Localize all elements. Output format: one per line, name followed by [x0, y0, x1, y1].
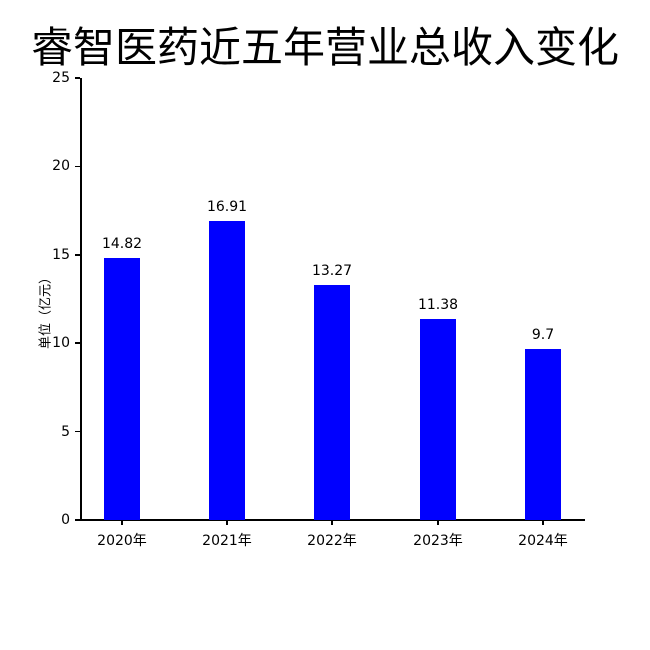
bar-value-label: 16.91 [206, 199, 248, 216]
bar-2024年 [525, 348, 561, 520]
y-tick [75, 430, 80, 433]
x-tick [542, 520, 544, 525]
x-tick [121, 520, 123, 525]
bar-2020年 [104, 257, 140, 520]
y-tick-label: 0 [61, 512, 70, 528]
x-tick [437, 520, 439, 525]
y-tick-label: 15 [52, 246, 70, 263]
y-tick [75, 77, 80, 79]
bar-value-label: 14.82 [101, 235, 143, 252]
y-axis-line [80, 78, 82, 520]
x-tick [331, 520, 333, 525]
chart-title: 睿智医药近五年营业总收入变化 [30, 23, 619, 72]
bar-2022年 [314, 285, 350, 520]
y-tick-label: 20 [52, 158, 70, 175]
x-tick-label: 2023年 [413, 533, 463, 549]
bar-value-label: 13.27 [311, 263, 353, 280]
y-tick [75, 165, 80, 168]
y-tick-label: 5 [61, 423, 70, 440]
x-tick-label: 2021年 [202, 533, 252, 549]
bar-2021年 [209, 221, 245, 520]
y-tick [75, 342, 80, 344]
bar-value-label: 9.7 [531, 326, 555, 343]
y-tick [75, 519, 80, 521]
x-tick-label: 2022年 [307, 533, 357, 549]
x-tick-label: 2024年 [518, 533, 568, 549]
x-tick-label: 2020年 [97, 533, 147, 549]
y-tick [75, 254, 80, 256]
y-tick-label: 10 [52, 335, 70, 352]
y-tick-label: 25 [52, 70, 70, 86]
bar-value-label: 11.38 [417, 296, 459, 313]
bar-2023年 [420, 318, 456, 520]
x-tick [226, 520, 228, 525]
